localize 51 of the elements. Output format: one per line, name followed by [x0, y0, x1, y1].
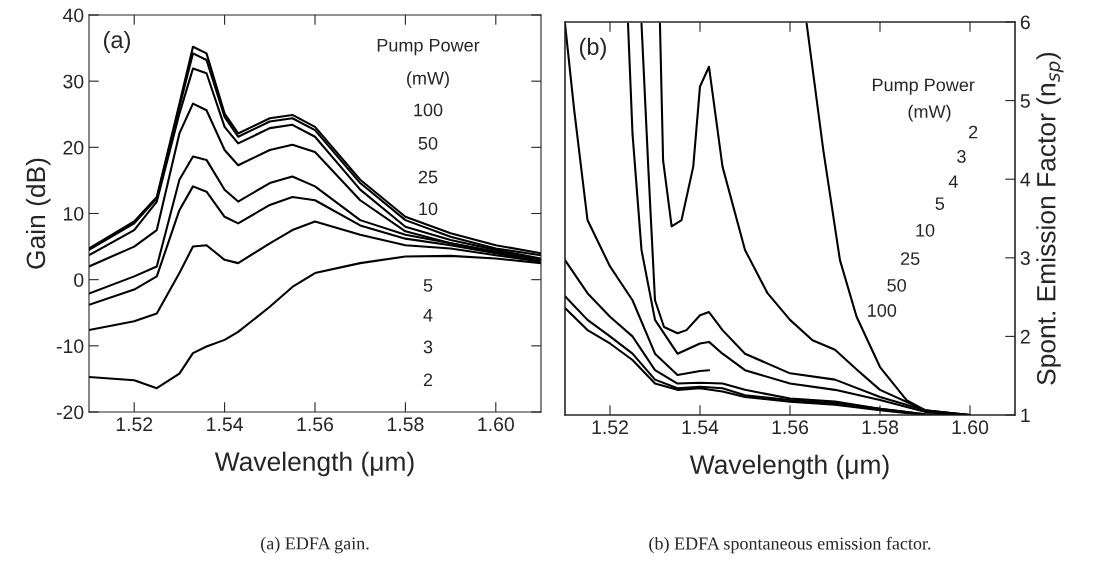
y2-tick-label: 1 [1021, 408, 1030, 423]
y2-tick-label: 6 [1020, 15, 1030, 30]
y2-tick-label: 5 [1020, 94, 1030, 108]
annotation: 100 [414, 103, 443, 117]
annotation: 100 [868, 304, 897, 317]
annotation: 4 [948, 175, 958, 188]
annotation: 4 [423, 308, 433, 322]
x-tick-label: 1.58 [862, 420, 899, 435]
x-tick-label: 1.58 [387, 417, 424, 432]
x-tick-label: 1.60 [478, 417, 514, 432]
y-axis-title: Gain (dB) [25, 158, 51, 269]
annotation: 3 [423, 340, 433, 354]
x-tick-label: 1.56 [772, 420, 809, 435]
x-tick-label: 1.52 [116, 417, 153, 432]
annotation: 5 [935, 197, 945, 210]
annotation: 10 [419, 202, 438, 216]
annotation: (mW) [407, 71, 449, 89]
x-tick-label: 1.54 [682, 420, 719, 435]
x-axis-title: Wavelength (μm) [214, 451, 414, 477]
y-tick-label: -10 [56, 339, 84, 354]
y-tick-label: 40 [62, 8, 84, 23]
text: (a) [104, 30, 130, 53]
annotation: 50 [887, 278, 906, 292]
text: (a) EDFA gain. [261, 536, 369, 554]
annotation: 50 [418, 136, 438, 150]
y-tick-label: 20 [63, 140, 84, 155]
annotation: 25 [901, 252, 920, 265]
y2-tick-label: 2 [1020, 329, 1030, 344]
annotation: Pump Power [377, 39, 480, 56]
text: (b) EDFA spontaneous emission factor. [649, 536, 931, 554]
annotation: Pump Power [873, 78, 975, 95]
text: (b) [579, 37, 606, 60]
y-tick-label: -20 [56, 405, 84, 420]
x-tick-label: 1.54 [207, 417, 243, 432]
y-tick-label: 10 [64, 206, 84, 221]
annotation: 3 [957, 150, 966, 163]
y-tick-label: 30 [63, 74, 84, 89]
x-tick-label: 1.52 [592, 420, 628, 435]
y2-axis-title: Spont. Emission Factor (n$_{sp}$) [1036, 52, 1064, 385]
x-tick-label: 1.60 [952, 420, 989, 435]
x-tick-label: 1.56 [297, 417, 334, 432]
y-tick-label: 0 [74, 273, 84, 287]
annotation: (mW) [908, 104, 951, 122]
annotation: 2 [423, 373, 433, 387]
y2-tick-label: 4 [1020, 172, 1031, 187]
annotation: 2 [969, 125, 978, 139]
annotation: 10 [916, 223, 935, 237]
x-axis-title: Wavelength (μm) [689, 454, 889, 480]
annotation: 5 [423, 279, 433, 292]
annotation: 25 [418, 170, 438, 184]
y2-tick-label: 3 [1020, 251, 1030, 266]
